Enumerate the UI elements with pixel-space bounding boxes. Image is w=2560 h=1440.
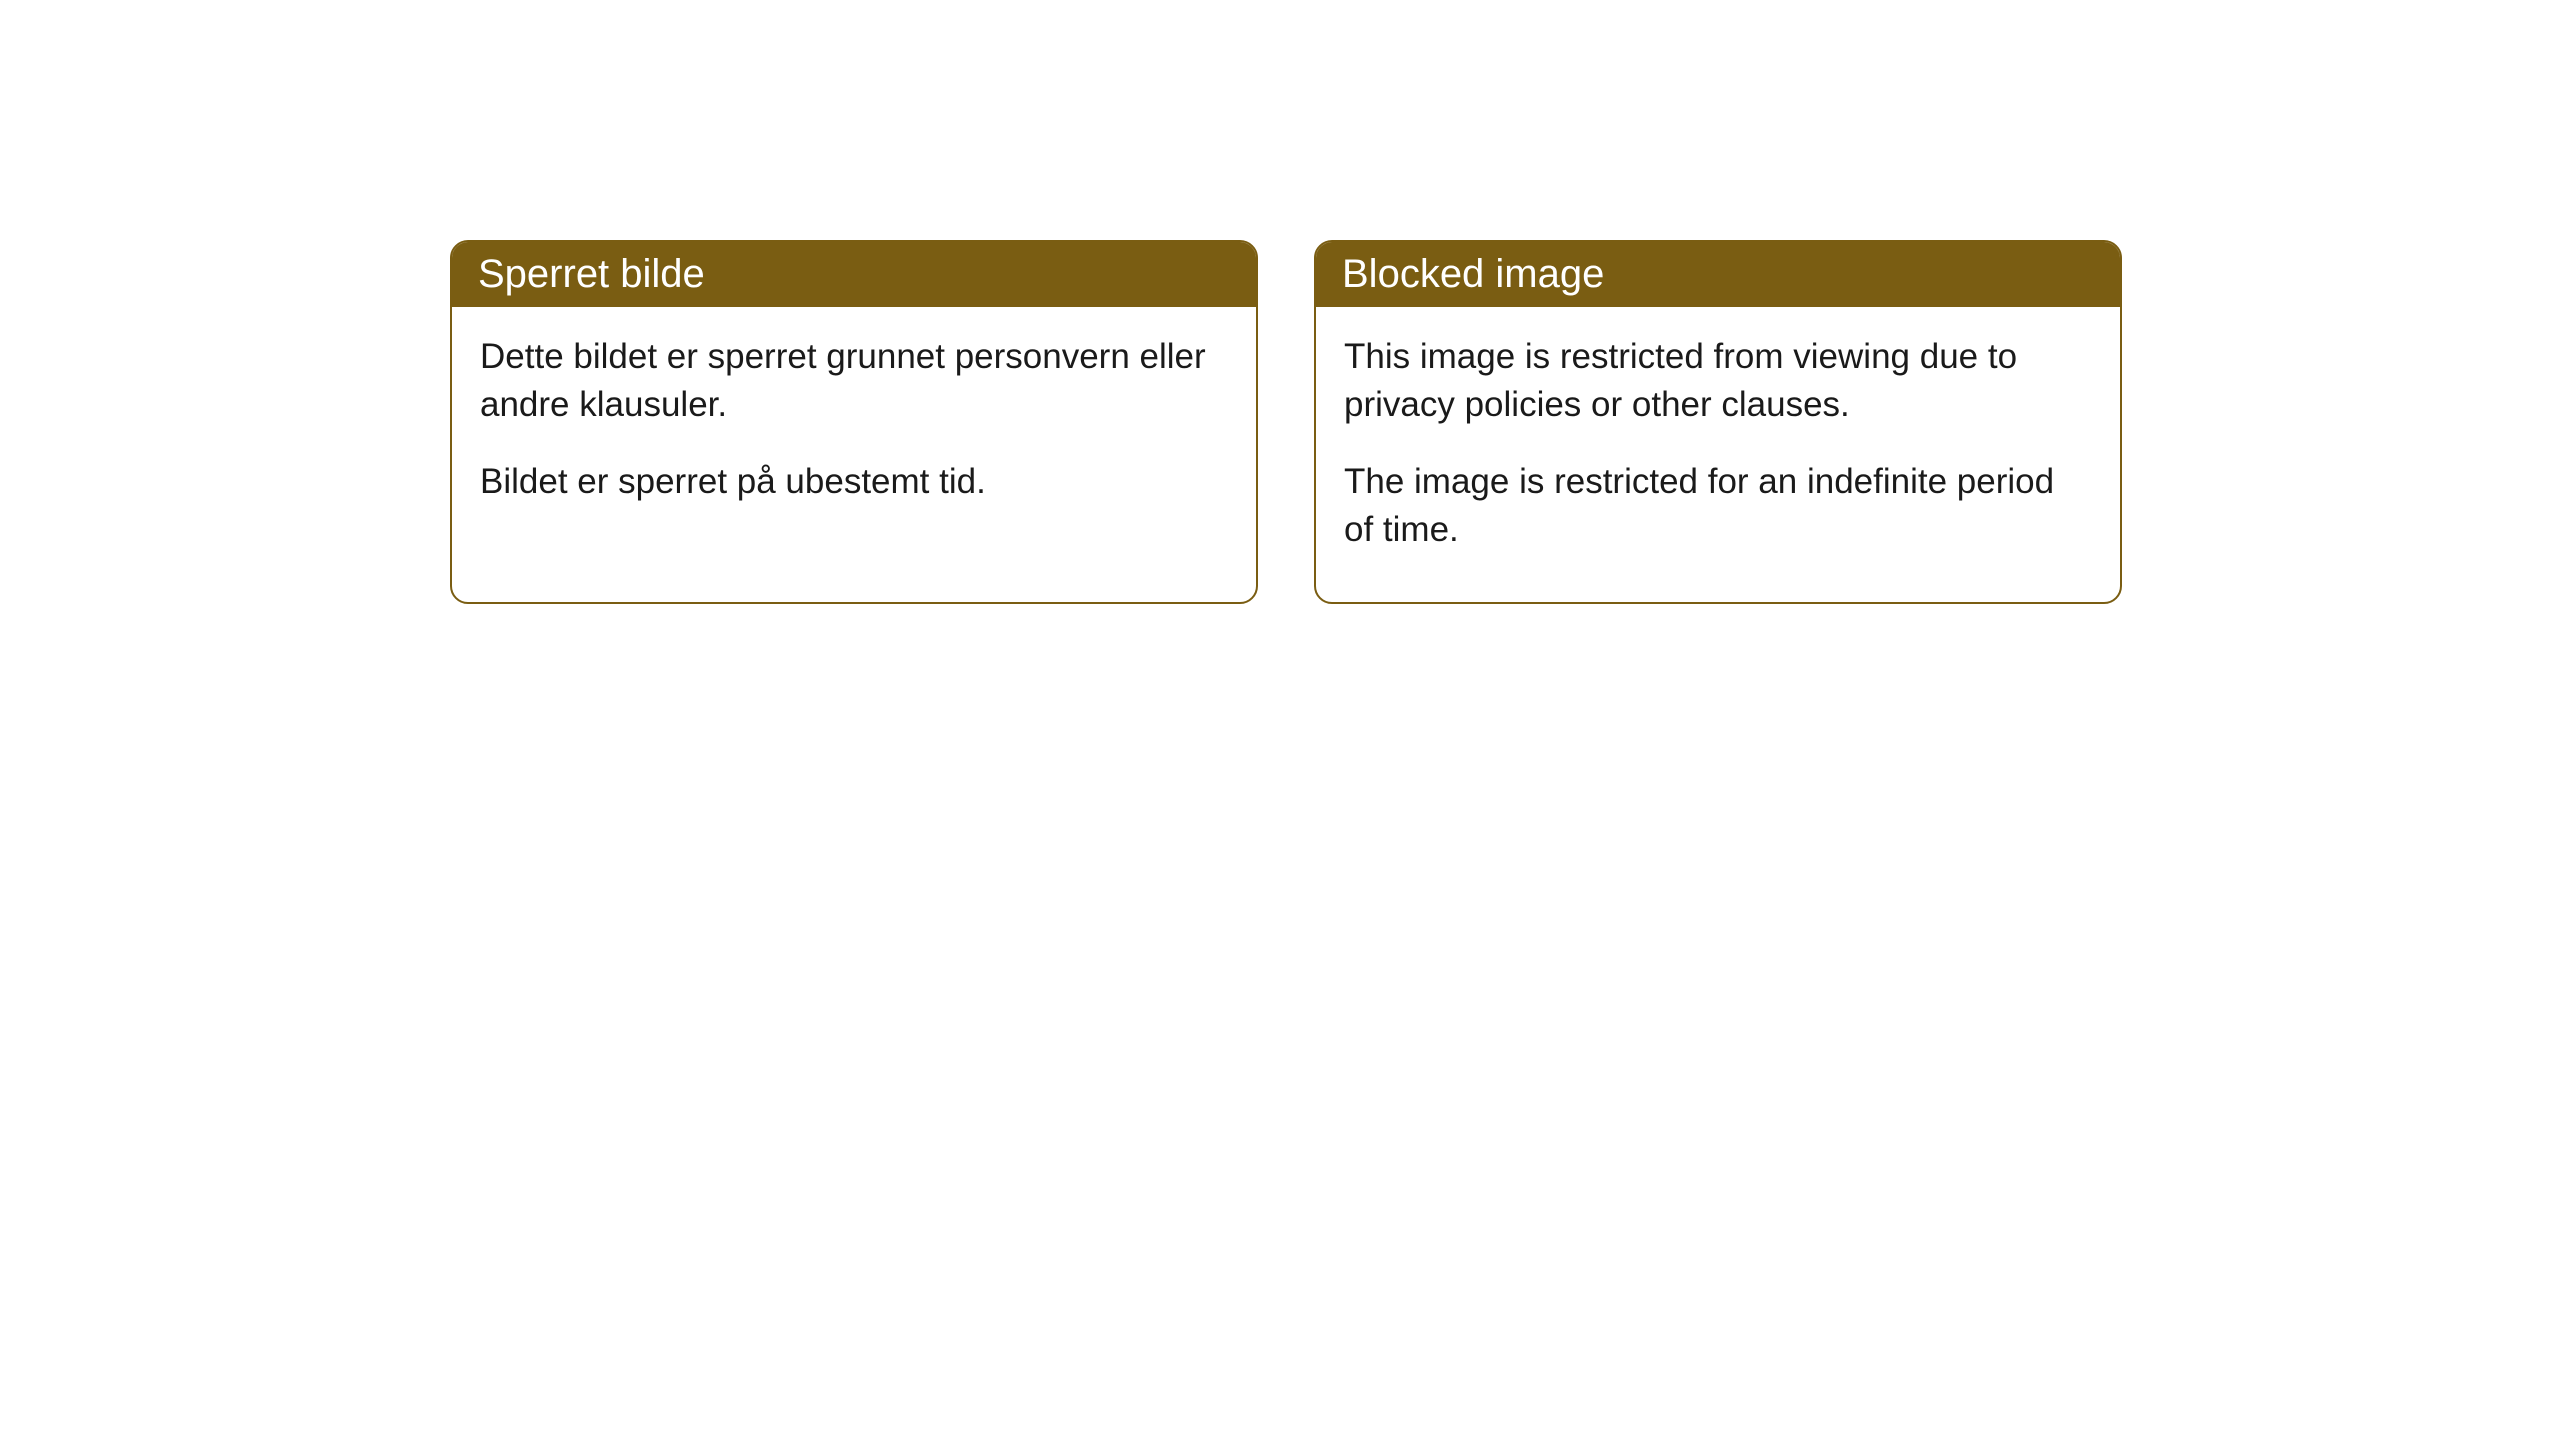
card-title: Sperret bilde [478, 252, 705, 296]
card-paragraph: This image is restricted from viewing du… [1344, 333, 2092, 430]
blocked-image-card-no: Sperret bilde Dette bildet er sperret gr… [450, 240, 1258, 604]
card-title: Blocked image [1342, 252, 1604, 296]
card-header: Blocked image [1316, 242, 2120, 307]
card-header: Sperret bilde [452, 242, 1256, 307]
card-paragraph: Dette bildet er sperret grunnet personve… [480, 333, 1228, 430]
card-body: Dette bildet er sperret grunnet personve… [452, 307, 1256, 554]
card-body: This image is restricted from viewing du… [1316, 307, 2120, 602]
blocked-image-card-en: Blocked image This image is restricted f… [1314, 240, 2122, 604]
card-paragraph: Bildet er sperret på ubestemt tid. [480, 458, 1228, 506]
card-paragraph: The image is restricted for an indefinit… [1344, 458, 2092, 555]
notice-cards-container: Sperret bilde Dette bildet er sperret gr… [450, 240, 2122, 604]
